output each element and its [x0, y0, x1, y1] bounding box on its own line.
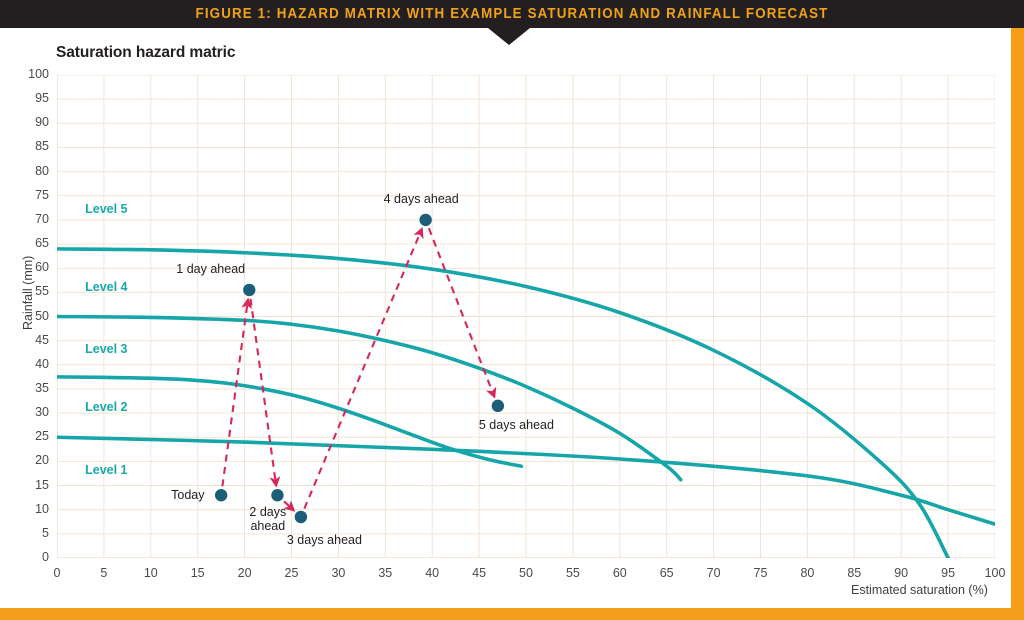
x-tick-90: 90: [894, 566, 909, 580]
accent-bar-right: [1011, 28, 1024, 611]
figure-header-bar: FIGURE 1: HAZARD MATRIX WITH EXAMPLE SAT…: [0, 0, 1024, 28]
data-point-2: [243, 283, 256, 297]
x-tick-50: 50: [519, 566, 533, 580]
point-label-1: Today: [171, 488, 205, 503]
arrow-segment-2: [249, 298, 281, 488]
y-tick-55: 55: [35, 284, 49, 299]
zone-label-level-3: Level 3: [85, 342, 128, 357]
zone-label-level-5: Level 5: [85, 202, 128, 217]
x-tick-70: 70: [706, 566, 721, 580]
x-tick-40: 40: [425, 566, 440, 580]
y-tick-15: 15: [35, 477, 49, 492]
curve-2: [57, 314, 683, 482]
data-point-3: [271, 489, 284, 502]
x-tick-15: 15: [190, 566, 205, 580]
y-tick-85: 85: [35, 139, 49, 154]
x-tick-85: 85: [847, 566, 862, 580]
curve-4: [57, 435, 995, 526]
point-label-2: 1 day ahead: [176, 261, 246, 276]
x-tick-20: 20: [237, 566, 252, 580]
x-tick-95: 95: [941, 566, 956, 580]
forecast-points: [214, 213, 505, 524]
x-tick-100: 100: [984, 566, 1006, 580]
x-axis-title: Estimated saturation (%): [851, 583, 988, 597]
y-tick-5: 5: [42, 525, 49, 540]
y-tick-90: 90: [35, 115, 49, 130]
chart-plot-area: 0 5 10 15 20 25 30 35 40 45 50 55 60 65 70 75 80 85 90 95 10…: [28, 67, 1005, 580]
x-tick-45: 45: [472, 566, 487, 580]
data-point-4: [294, 510, 308, 524]
hazard-matrix-chart: [57, 75, 995, 558]
x-tick-0: 0: [53, 566, 61, 580]
x-tick-25: 25: [284, 566, 299, 580]
y-tick-0: 0: [42, 550, 49, 564]
y-tick-30: 30: [35, 405, 49, 420]
y-tick-70: 70: [35, 211, 49, 226]
y-tick-50: 50: [35, 308, 49, 323]
y-tick-100: 100: [28, 67, 49, 81]
y-tick-25: 25: [35, 429, 49, 444]
y-tick-10: 10: [35, 501, 49, 516]
y-tick-45: 45: [35, 332, 49, 347]
accent-bar-bottom: [0, 608, 1024, 620]
arrow-segment-4: [303, 226, 424, 510]
y-tick-80: 80: [35, 163, 49, 178]
arrow-segment-3: [283, 500, 296, 512]
data-point-1: [214, 489, 228, 502]
x-tick-55: 55: [565, 566, 580, 580]
x-tick-75: 75: [753, 566, 768, 580]
arrow-segment-5: [427, 227, 497, 399]
y-tick-60: 60: [35, 260, 49, 275]
y-tick-35: 35: [35, 380, 49, 395]
x-tick-65: 65: [659, 566, 674, 580]
y-tick-65: 65: [35, 236, 49, 251]
point-label-3: 2 days ahead: [249, 505, 287, 534]
curve-1: [57, 247, 950, 558]
zone-label-level-2: Level 2: [85, 400, 128, 415]
forecast-arrows: [221, 226, 497, 512]
x-tick-35: 35: [378, 566, 393, 580]
data-point-5: [419, 213, 432, 227]
zone-label-level-1: Level 1: [85, 463, 128, 478]
x-tick-80: 80: [800, 566, 815, 580]
zone-label-level-4: Level 4: [85, 279, 128, 294]
figure-title: FIGURE 1: HAZARD MATRIX WITH EXAMPLE SAT…: [195, 6, 829, 22]
x-tick-5: 5: [100, 566, 108, 580]
y-tick-95: 95: [35, 91, 49, 106]
hazard-boundary-curves: [57, 247, 995, 558]
grid-lines: [57, 75, 995, 558]
header-notch-triangle: [488, 28, 530, 45]
y-tick-40: 40: [35, 356, 49, 371]
point-label-4: 3 days ahead: [286, 532, 362, 547]
chart-subtitle: Saturation hazard matric: [56, 44, 236, 61]
data-point-6: [491, 399, 505, 413]
x-tick-30: 30: [331, 566, 346, 580]
point-label-6: 5 days ahead: [478, 417, 554, 432]
point-label-5: 4 days ahead: [383, 191, 459, 206]
x-tick-10: 10: [143, 566, 158, 580]
arrow-segment-1: [221, 297, 253, 487]
y-tick-75: 75: [35, 187, 49, 202]
y-axis-title: Rainfall (mm): [21, 255, 35, 330]
x-tick-60: 60: [612, 566, 627, 580]
y-tick-20: 20: [35, 453, 49, 468]
